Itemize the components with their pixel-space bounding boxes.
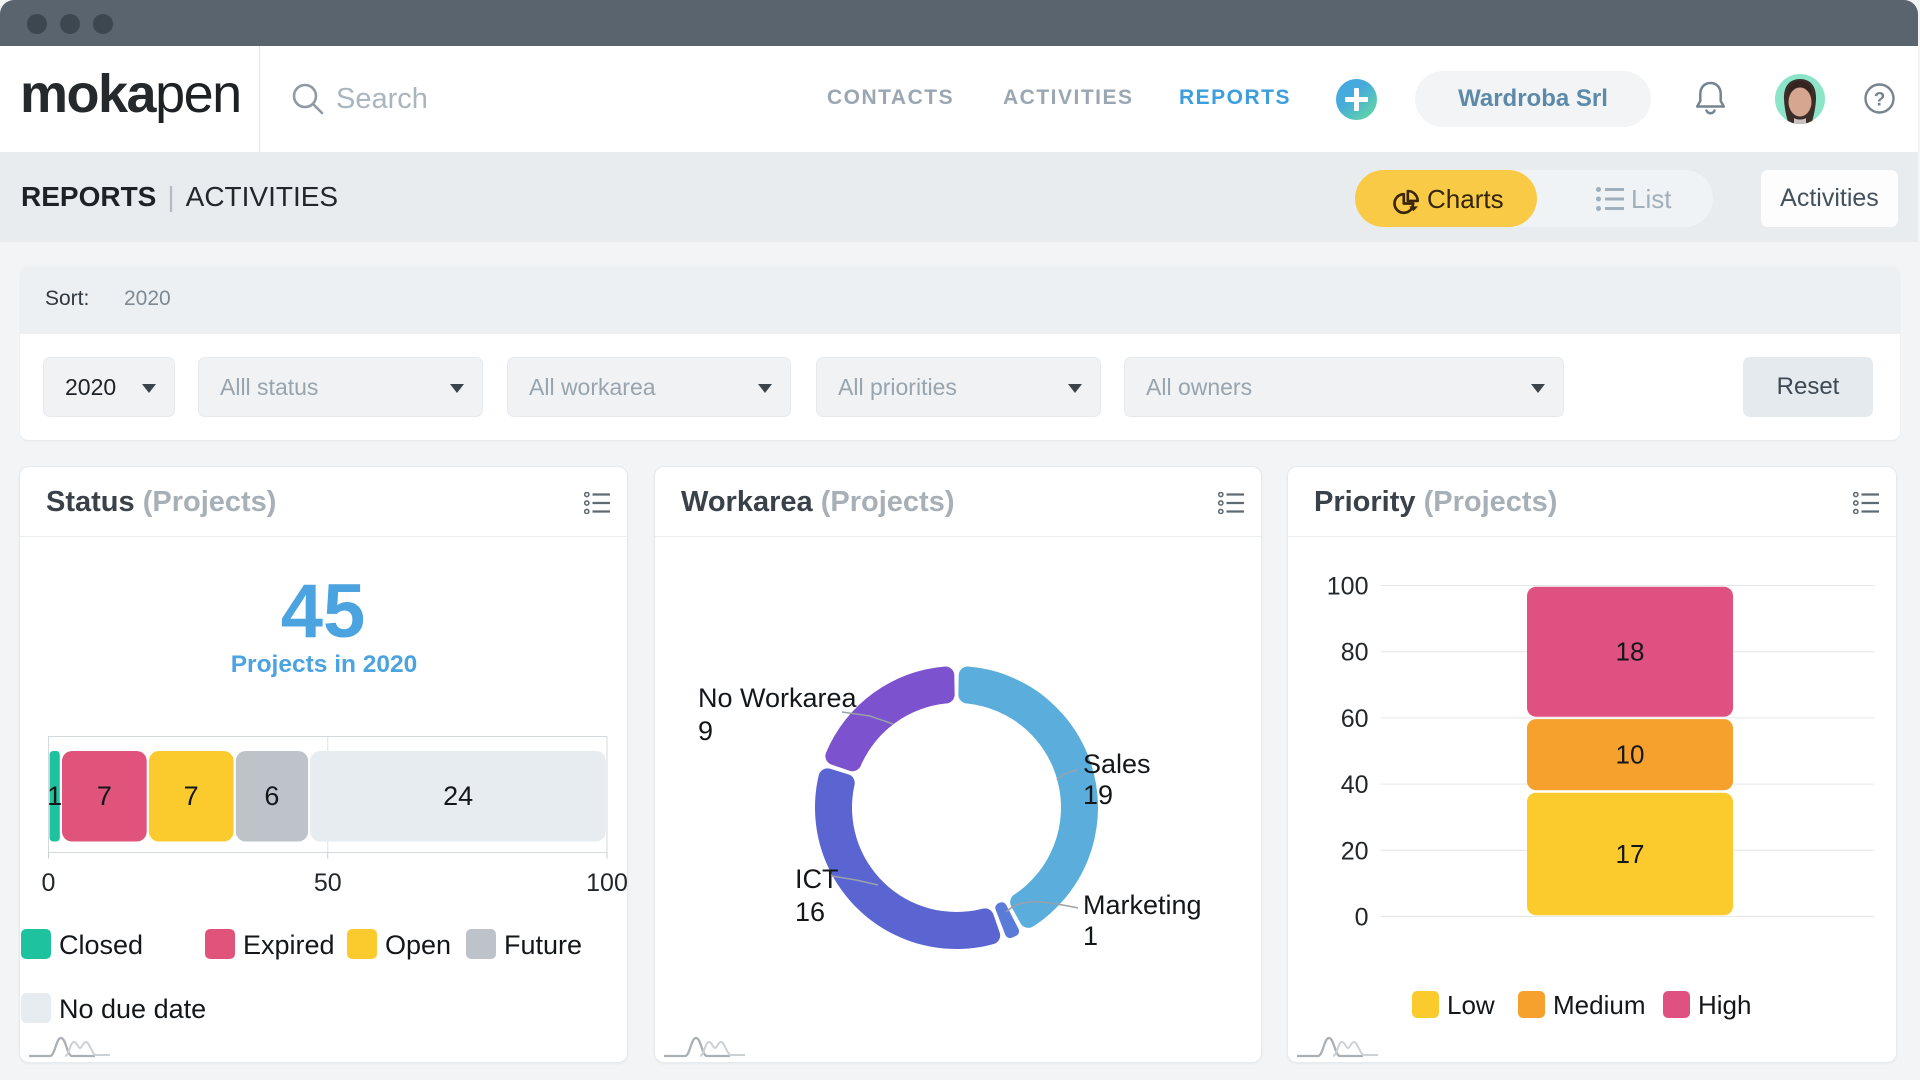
svg-text:?: ? xyxy=(1874,90,1886,111)
